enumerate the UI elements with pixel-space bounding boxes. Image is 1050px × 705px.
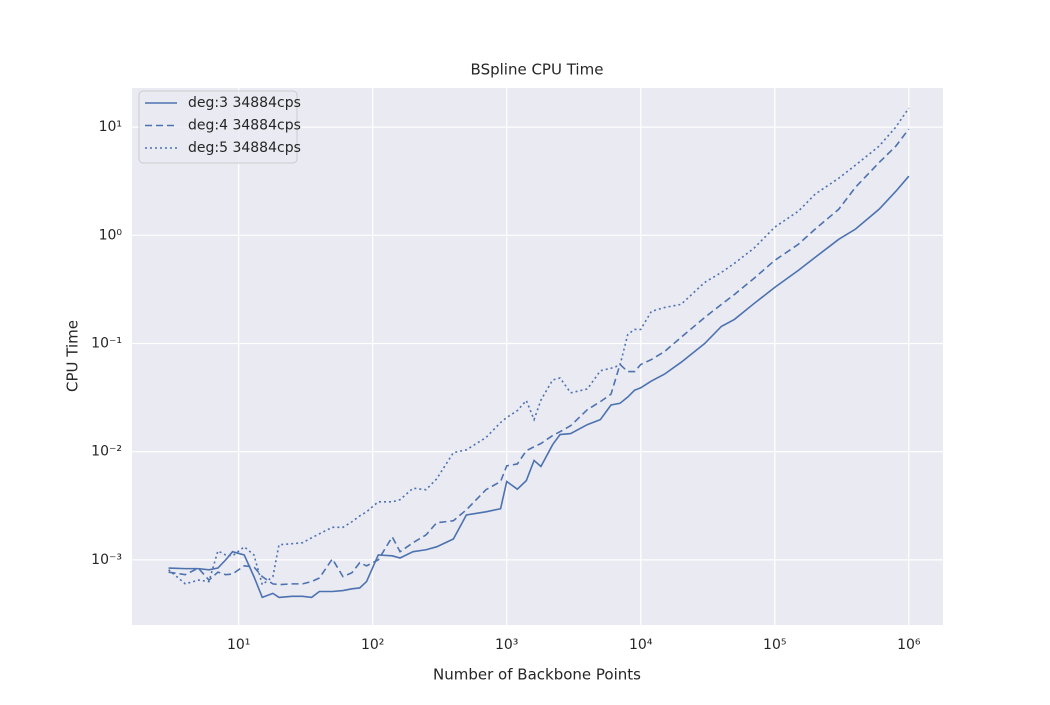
x-axis-label: Number of Backbone Points	[433, 666, 641, 684]
plot-area	[132, 88, 943, 625]
legend: deg:3 34884cps deg:4 34884cps deg:5 34884c…	[138, 90, 301, 164]
y-tick-label: 10⁻¹	[91, 336, 122, 352]
y-tick-label: 10⁻³	[91, 552, 122, 568]
x-tick-label: 10⁴	[629, 637, 653, 653]
x-tick-label: 10⁵	[763, 637, 786, 653]
legend-label: deg:5 34884cps	[188, 140, 301, 156]
y-tick-label: 10¹	[99, 119, 122, 135]
chart-title: BSpline CPU Time	[471, 61, 604, 79]
y-tick-label: 10⁰	[99, 227, 123, 243]
x-tick-label: 10²	[361, 637, 384, 653]
data-line	[168, 175, 910, 599]
data-line	[168, 107, 910, 587]
legend-label: deg:3 34884cps	[188, 95, 301, 111]
legend-box	[138, 90, 298, 164]
x-tick-label: 10³	[495, 637, 518, 653]
y-tick-label: 10⁻²	[91, 444, 122, 460]
x-tick-label: 10¹	[227, 637, 250, 653]
y-axis-label: CPU Time	[64, 320, 82, 392]
x-tick-label: 10⁶	[897, 637, 921, 653]
legend-label: deg:4 34884cps	[188, 118, 301, 134]
data-line	[168, 128, 910, 586]
